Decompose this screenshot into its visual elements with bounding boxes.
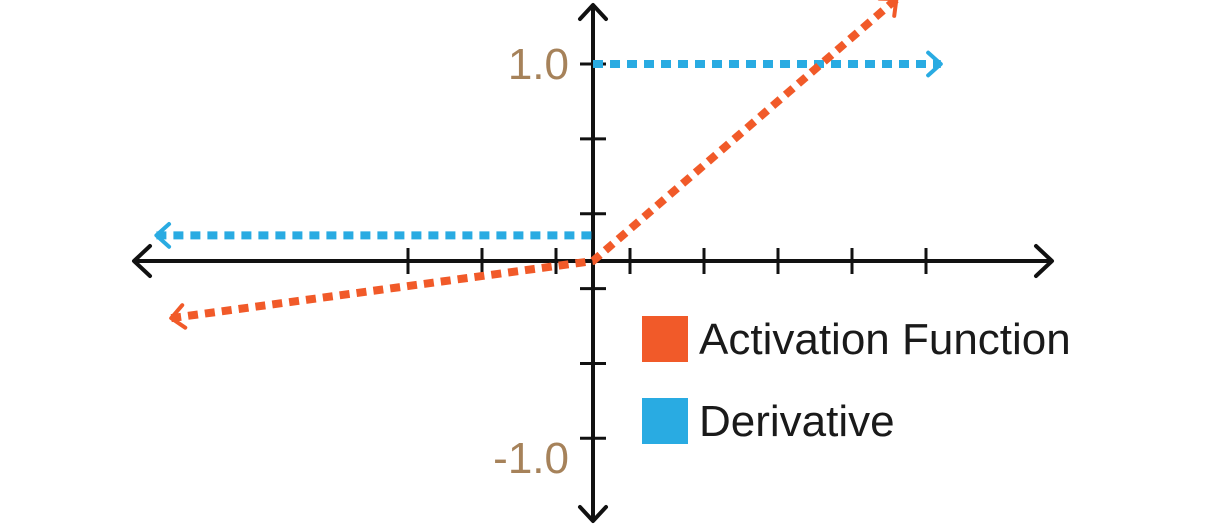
legend-swatch-activation bbox=[642, 316, 688, 362]
legend: Activation Function Derivative bbox=[642, 315, 1071, 446]
legend-swatch-derivative bbox=[642, 398, 688, 444]
y-tick-label-1: -1.0 bbox=[493, 434, 569, 483]
y-tick-label-0: 1.0 bbox=[508, 40, 569, 89]
legend-label-derivative: Derivative bbox=[699, 397, 895, 446]
legend-label-activation: Activation Function bbox=[699, 315, 1071, 364]
